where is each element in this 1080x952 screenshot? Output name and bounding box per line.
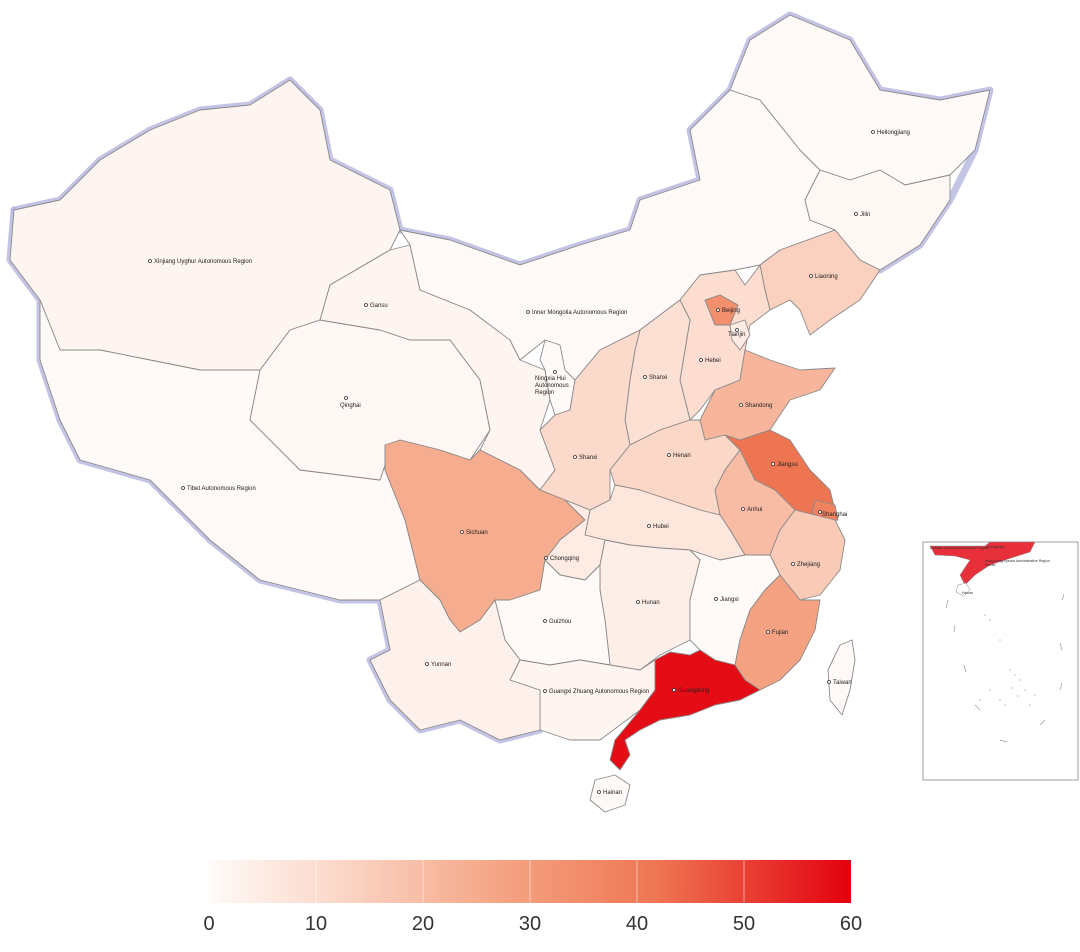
svg-text:Xinjiang Uyghur Autonomous Reg: Xinjiang Uyghur Autonomous Region bbox=[154, 259, 252, 265]
label-guangxi: Guangxi Zhuang Autonomous Region bbox=[543, 689, 649, 695]
legend-tick-label: 40 bbox=[626, 913, 648, 935]
svg-text:Fujian: Fujian bbox=[772, 630, 788, 636]
svg-text:Hong Kong Special Administrati: Hong Kong Special Administrative Region bbox=[985, 559, 1050, 563]
inset-islands bbox=[979, 614, 1036, 706]
svg-text:Tianjin: Tianjin bbox=[728, 332, 745, 338]
label-shaanxi: Shanxi bbox=[573, 455, 597, 461]
inset-nine-dash-line bbox=[945, 593, 1065, 743]
svg-text:Guizhou: Guizhou bbox=[549, 619, 571, 625]
label-guangdong: Guangdong bbox=[672, 688, 709, 694]
legend-tick-label: 30 bbox=[519, 913, 541, 935]
label-chongqing: Chongqing bbox=[544, 556, 579, 562]
label-sichuan: Sichuan bbox=[460, 530, 488, 536]
label-gansu: Gansu bbox=[364, 303, 388, 309]
svg-text:Guangdong: Guangdong bbox=[986, 545, 1004, 549]
label-liaoning: Liaoning bbox=[809, 274, 838, 280]
svg-text:Inner Mongolia Autonomous Regi: Inner Mongolia Autonomous Region bbox=[532, 310, 627, 316]
label-guizhou: Guizhou bbox=[543, 619, 571, 625]
label-shandong: Shandong bbox=[739, 403, 772, 409]
label-fujian: Fujian bbox=[766, 630, 788, 636]
svg-text:Guangxi Zhuang Autonomous Regi: Guangxi Zhuang Autonomous Region bbox=[930, 546, 988, 550]
svg-text:Anhui: Anhui bbox=[747, 507, 762, 513]
svg-text:Autonomous: Autonomous bbox=[535, 383, 569, 389]
province-jilin[interactable] bbox=[804, 169, 951, 271]
label-hainan: Hainan bbox=[597, 790, 622, 796]
legend-tick-label: 20 bbox=[412, 913, 434, 935]
color-scale-legend: 0 10 20 30 40 50 60 bbox=[203, 860, 862, 935]
label-anhui: Anhui bbox=[741, 507, 762, 513]
svg-text:Heilongjiang: Heilongjiang bbox=[877, 130, 910, 136]
svg-text:Hunan: Hunan bbox=[642, 600, 660, 606]
label-tianjin: Tianjin bbox=[728, 328, 745, 338]
svg-text:Shanxi: Shanxi bbox=[649, 375, 667, 381]
province-labels: Xinjiang Uyghur Autonomous Region Tibet … bbox=[148, 130, 910, 796]
svg-text:Gansu: Gansu bbox=[370, 303, 388, 309]
province-tianjin[interactable] bbox=[729, 319, 751, 351]
province-beijing[interactable] bbox=[704, 294, 739, 326]
svg-text:Hubei: Hubei bbox=[653, 524, 669, 530]
label-taiwan: Taiwan bbox=[827, 680, 852, 686]
label-xinjiang: Xinjiang Uyghur Autonomous Region bbox=[148, 259, 252, 265]
svg-text:Tibet Autonomous Region: Tibet Autonomous Region bbox=[187, 486, 256, 492]
province-taiwan[interactable] bbox=[827, 639, 856, 716]
label-tibet: Tibet Autonomous Region bbox=[181, 486, 256, 492]
svg-text:Jiangsu: Jiangsu bbox=[777, 462, 798, 468]
label-heilongjiang: Heilongjiang bbox=[871, 130, 910, 136]
svg-text:Taiwan: Taiwan bbox=[833, 680, 852, 686]
legend-tick-label: 10 bbox=[305, 913, 327, 935]
svg-text:Liaoning: Liaoning bbox=[815, 274, 838, 280]
svg-text:Hebei: Hebei bbox=[705, 358, 721, 364]
legend-tick-label: 0 bbox=[203, 913, 214, 935]
svg-text:Hainan: Hainan bbox=[962, 591, 973, 595]
inset-hainan bbox=[955, 582, 971, 597]
label-yunnan: Yunnan bbox=[425, 662, 451, 668]
svg-text:Hainan: Hainan bbox=[603, 790, 622, 796]
svg-text:Shanxi: Shanxi bbox=[579, 455, 597, 461]
label-hubei: Hubei bbox=[647, 524, 669, 530]
svg-text:Yunnan: Yunnan bbox=[431, 662, 451, 668]
label-beijing: Beijing bbox=[716, 308, 740, 314]
svg-text:Beijing: Beijing bbox=[722, 308, 740, 314]
label-henan: Henan bbox=[667, 453, 691, 459]
svg-text:Jilin: Jilin bbox=[860, 212, 870, 218]
legend-tick-label: 60 bbox=[840, 913, 862, 935]
label-zhejiang: Zhejiang bbox=[791, 562, 820, 568]
svg-text:Region: Region bbox=[535, 390, 554, 396]
legend-tick-label: 50 bbox=[733, 913, 755, 935]
svg-text:Sichuan: Sichuan bbox=[466, 530, 488, 536]
svg-text:Shandong: Shandong bbox=[745, 403, 772, 409]
svg-text:Henan: Henan bbox=[673, 453, 691, 459]
svg-text:Chongqing: Chongqing bbox=[550, 556, 579, 562]
svg-text:Zhejiang: Zhejiang bbox=[797, 562, 820, 568]
label-shanxi: Shanxi bbox=[643, 375, 667, 381]
province-heilongjiang[interactable] bbox=[729, 14, 991, 186]
legend-ticks: 0 10 20 30 40 50 60 bbox=[203, 860, 862, 935]
svg-text:Guangdong: Guangdong bbox=[678, 688, 709, 694]
label-hebei: Hebei bbox=[699, 358, 721, 364]
province-hainan[interactable] bbox=[589, 774, 631, 813]
province-fujian[interactable] bbox=[734, 574, 821, 691]
svg-text:Ningxia Hui: Ningxia Hui bbox=[535, 376, 566, 382]
svg-text:Jiangxi: Jiangxi bbox=[720, 597, 739, 603]
province-guangdong[interactable] bbox=[609, 649, 761, 771]
province-zhejiang[interactable] bbox=[769, 509, 846, 601]
label-inner-mongolia: Inner Mongolia Autonomous Region bbox=[526, 310, 627, 316]
label-qinghai: Qinghai bbox=[340, 396, 361, 409]
province-layer bbox=[9, 14, 991, 813]
label-jilin: Jilin bbox=[854, 212, 870, 218]
svg-text:Shanghai: Shanghai bbox=[822, 512, 847, 518]
label-hunan: Hunan bbox=[636, 600, 660, 606]
label-shanghai: Shanghai bbox=[818, 510, 847, 518]
inset-guangdong bbox=[929, 541, 1036, 586]
svg-text:Macao: Macao bbox=[985, 563, 996, 567]
label-jiangxi: Jiangxi bbox=[714, 597, 739, 603]
label-jiangsu: Jiangsu bbox=[771, 462, 798, 468]
svg-text:Guangxi Zhuang Autonomous Regi: Guangxi Zhuang Autonomous Region bbox=[549, 689, 649, 695]
svg-text:Qinghai: Qinghai bbox=[340, 403, 361, 409]
south-china-sea-inset: Guangxi Zhuang Autonomous Region Guangdo… bbox=[922, 541, 1079, 781]
